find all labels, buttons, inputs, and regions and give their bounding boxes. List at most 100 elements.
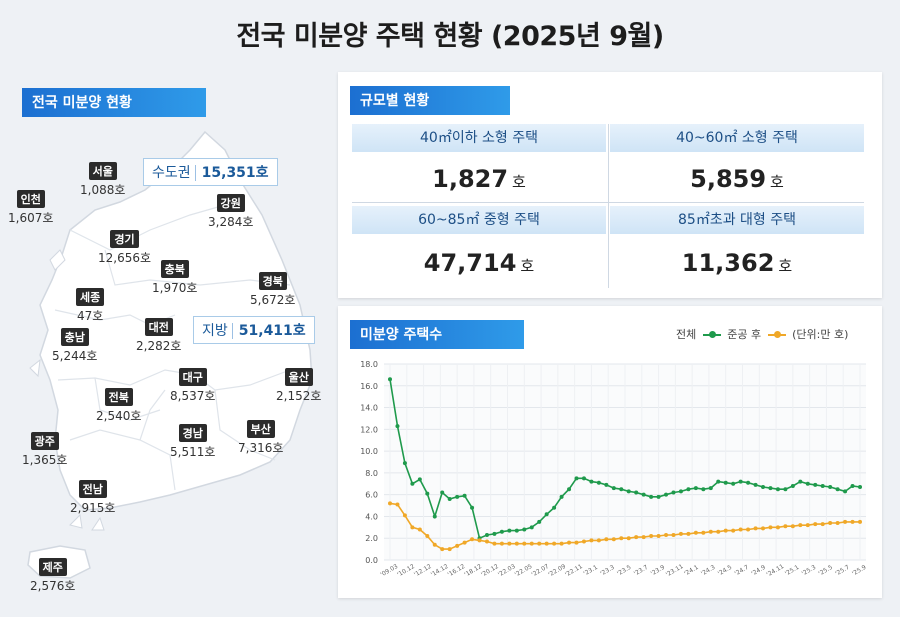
series-point-completed bbox=[761, 526, 766, 531]
region-ulsan: 울산 2,152호 bbox=[276, 368, 321, 404]
series-point-total bbox=[746, 480, 751, 485]
series-point-completed bbox=[552, 541, 557, 546]
series-point-total bbox=[440, 490, 445, 495]
series-point-total bbox=[581, 476, 586, 481]
region-value: 2,576호 bbox=[30, 579, 76, 593]
region-name: 경기 bbox=[110, 230, 139, 248]
y-tick-label: 14.0 bbox=[360, 404, 378, 413]
region-value: 2,915호 bbox=[70, 501, 116, 515]
region-name: 강원 bbox=[216, 194, 245, 212]
y-tick-label: 4.0 bbox=[365, 512, 378, 521]
x-tick-label: '20.12 bbox=[480, 563, 500, 579]
series-point-total bbox=[820, 483, 825, 488]
series-point-completed bbox=[775, 525, 780, 530]
chart-section-tag: 미분양 주택수 bbox=[350, 320, 524, 349]
line-chart: 0.0 2.0 4.0 6.0 8.0 10.0 12.0 14.0 16.0 18.0 '09.0… bbox=[360, 360, 867, 579]
series-point-completed bbox=[619, 536, 624, 541]
scale-divider-horizontal bbox=[352, 202, 864, 203]
region-daejeon: 대전 2,282호 bbox=[136, 318, 181, 354]
x-tick-label: '25.1 bbox=[784, 564, 801, 578]
series-point-total bbox=[678, 489, 683, 494]
series-point-completed bbox=[492, 541, 497, 546]
series-point-total bbox=[768, 486, 773, 491]
region-value: 5,672호 bbox=[250, 293, 296, 307]
series-point-total bbox=[589, 479, 594, 484]
series-point-total bbox=[664, 492, 669, 497]
region-jeonnam: 전남 2,915호 bbox=[70, 480, 115, 516]
scale-cell-value: 11,362 호 bbox=[610, 242, 864, 284]
region-value: 5,244호 bbox=[52, 349, 98, 363]
region-name: 전북 bbox=[104, 388, 133, 406]
chart-unit-note: (단위:만 호) bbox=[792, 328, 849, 341]
series-point-completed bbox=[820, 522, 825, 527]
capital-area-value: 15,351호 bbox=[194, 165, 269, 181]
x-tick-label: '16.12 bbox=[446, 563, 466, 579]
x-tick-label: '24.11 bbox=[765, 563, 785, 579]
region-sejong: 세종 47호 bbox=[76, 288, 105, 324]
scale-cell-value: 47,714 호 bbox=[352, 242, 606, 284]
scale-section-tag: 규모별 현황 bbox=[350, 86, 510, 115]
y-tick-label: 12.0 bbox=[360, 425, 378, 434]
region-gwangju: 광주 1,365호 bbox=[22, 432, 67, 468]
series-point-total bbox=[611, 486, 616, 491]
series-point-completed bbox=[440, 547, 445, 552]
series-line-total bbox=[389, 379, 861, 540]
series-point-total bbox=[499, 529, 504, 534]
series-point-completed bbox=[678, 531, 683, 536]
series-point-completed bbox=[574, 540, 579, 545]
series-point-total bbox=[641, 492, 646, 497]
series-point-total bbox=[455, 494, 460, 499]
series-point-completed bbox=[567, 540, 572, 545]
region-jeonbuk: 전북 2,540호 bbox=[96, 388, 141, 424]
region-gyeongnam: 경남 5,511호 bbox=[170, 424, 215, 460]
series-point-total bbox=[708, 486, 713, 491]
map-section-tag: 전국 미분양 현황 bbox=[22, 88, 206, 117]
series-point-total bbox=[798, 479, 803, 484]
series-point-completed bbox=[410, 525, 415, 530]
scale-cell-label: 85㎡초과 대형 주택 bbox=[610, 206, 864, 234]
series-point-completed bbox=[626, 536, 631, 541]
y-tick-label: 10.0 bbox=[360, 447, 378, 456]
series-point-completed bbox=[708, 529, 713, 534]
series-point-completed bbox=[843, 519, 848, 524]
scale-cell-number: 11,362 bbox=[681, 249, 775, 277]
x-tick-label: '24.3 bbox=[700, 564, 717, 578]
series-point-total bbox=[470, 505, 475, 510]
series-point-total bbox=[828, 485, 833, 490]
series-point-total bbox=[701, 487, 706, 492]
region-gyeonggi: 경기 12,656호 bbox=[98, 230, 151, 266]
region-name: 대전 bbox=[144, 318, 173, 336]
x-tick-label: '14.12 bbox=[430, 563, 450, 579]
series-point-completed bbox=[417, 527, 422, 532]
region-busan: 부산 7,316호 bbox=[238, 420, 283, 456]
series-point-total bbox=[731, 481, 736, 486]
region-name: 전남 bbox=[78, 480, 107, 498]
series-point-total bbox=[626, 489, 631, 494]
series-point-total bbox=[738, 479, 743, 484]
x-tick-label: '23.5 bbox=[616, 564, 633, 578]
region-name: 경남 bbox=[178, 424, 207, 442]
scale-cell-number: 1,827 bbox=[432, 165, 509, 193]
series-point-completed bbox=[664, 532, 669, 537]
series-point-completed bbox=[835, 520, 840, 525]
series-point-total bbox=[693, 486, 698, 491]
y-tick-label: 6.0 bbox=[365, 491, 378, 500]
series-point-total bbox=[596, 480, 601, 485]
series-point-completed bbox=[671, 532, 676, 537]
series-point-total bbox=[783, 487, 788, 492]
series-point-completed bbox=[604, 537, 609, 542]
series-point-total bbox=[462, 493, 467, 498]
region-value: 3,284호 bbox=[208, 215, 254, 229]
local-area-label: 지방 bbox=[202, 323, 228, 339]
series-point-completed bbox=[850, 519, 855, 524]
korea-map: 서울 1,088호 인천 1,607호 강원 3,284호 경기 12,656호… bbox=[0, 110, 330, 610]
series-point-total bbox=[753, 482, 758, 487]
region-daegu: 대구 8,537호 bbox=[170, 368, 215, 404]
series-point-total bbox=[432, 514, 437, 519]
series-point-completed bbox=[649, 534, 654, 539]
x-tick-label: '24.9 bbox=[750, 564, 767, 578]
series-point-total bbox=[850, 483, 855, 488]
x-tick-label: '23.11 bbox=[665, 563, 685, 579]
series-point-completed bbox=[470, 537, 475, 542]
x-tick-label: '23.3 bbox=[599, 564, 616, 578]
